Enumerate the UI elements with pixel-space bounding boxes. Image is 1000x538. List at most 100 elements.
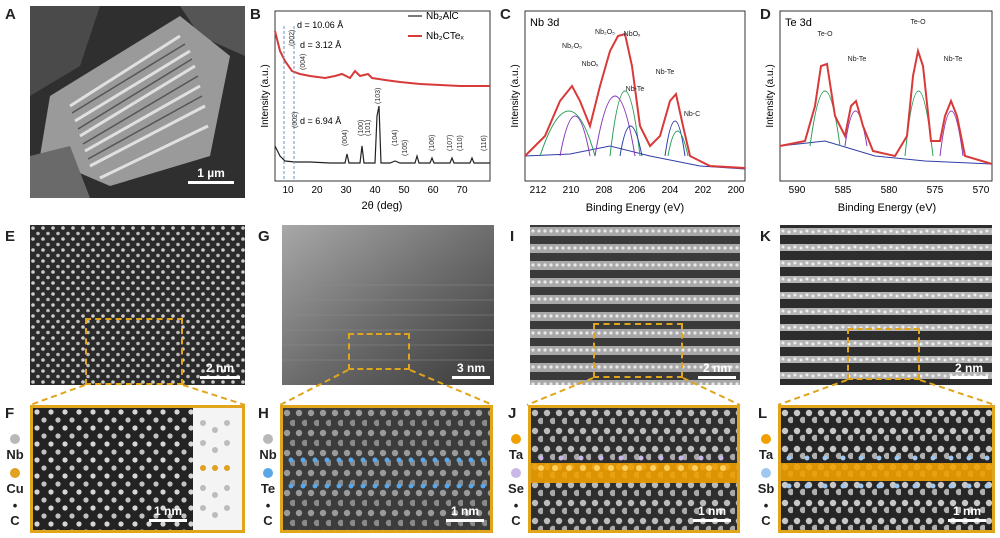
- panel-label-k: K: [760, 228, 771, 245]
- legend-f: Nb Cu • C: [2, 432, 28, 528]
- panel-label-a: A: [5, 6, 16, 23]
- chart-title: Nb 3d: [530, 17, 559, 29]
- legend-label: Ta: [758, 447, 774, 462]
- haadf-zoom-h: 1 nm: [280, 405, 493, 533]
- scale-label-f: 1 nm: [153, 504, 182, 518]
- x-tick: 208: [596, 185, 613, 196]
- legend-label: Sb: [757, 481, 775, 496]
- peak-label: (101): [365, 120, 372, 136]
- scale-label-g: 3 nm: [456, 361, 485, 375]
- peak-annotation: Te-O: [817, 31, 833, 38]
- panel-label-l: L: [758, 405, 768, 422]
- scale-bar-k: 2 nm: [950, 361, 988, 379]
- y-axis-label: Intensity (a.u.): [765, 64, 776, 127]
- peak-label: (103): [375, 88, 382, 104]
- x-tick: 30: [340, 185, 352, 196]
- stem-image-e: 2 nm: [30, 225, 245, 385]
- x-tick: 206: [629, 185, 646, 196]
- x-axis-label: Binding Energy (eV): [586, 202, 684, 214]
- panel-label-e: E: [5, 228, 16, 245]
- d-spacing-3: d = 6.94 Å: [300, 116, 341, 126]
- peak-label: (106): [429, 135, 436, 151]
- legend-label: C: [511, 513, 521, 528]
- legend-label: Nb: [259, 447, 277, 462]
- legend-label: Ta: [508, 447, 524, 462]
- scale-bar-a: 1 µm: [188, 166, 234, 184]
- peak-annotation: Nb₂O₅: [595, 29, 615, 36]
- x-axis-label: 2θ (deg): [362, 200, 403, 212]
- y-axis-label: Intensity (a.u.): [260, 64, 271, 127]
- scale-bar-f: 1 nm: [149, 504, 187, 522]
- scale-label-i: 2 nm: [702, 361, 731, 375]
- peak-label: (116): [481, 135, 488, 151]
- panel-label-g: G: [258, 228, 270, 245]
- peak-label: (002): [289, 30, 296, 46]
- sem-image: 1 µm: [30, 6, 245, 198]
- legend-label: C: [263, 513, 273, 528]
- stem-image-g: 3 nm: [282, 225, 494, 385]
- legend-label: C: [10, 513, 20, 528]
- xrd-chart: d = 10.06 Å d = 3.12 Å d = 6.94 Å (002) …: [260, 10, 491, 212]
- peak-annotation: NbOₓ: [582, 61, 599, 68]
- zoom-region-k: [847, 328, 920, 380]
- peak-label: (004): [300, 54, 307, 70]
- scale-bar-i: 2 nm: [698, 361, 736, 379]
- peak-annotation: Nb-Te: [656, 69, 675, 76]
- stem-image-i: 2 nm: [530, 225, 740, 385]
- atom-cu-icon: [10, 468, 20, 478]
- y-axis-label: Intensity (a.u.): [510, 64, 521, 127]
- x-tick: 590: [789, 185, 806, 196]
- legend-label: Te: [260, 481, 276, 496]
- x-axis-label: Binding Energy (eV): [838, 202, 936, 214]
- zoom-region-i: [593, 323, 683, 378]
- x-tick: 202: [695, 185, 712, 196]
- legend-h: Nb Te • C: [255, 432, 281, 528]
- x-tick: 50: [398, 185, 410, 196]
- x-tick: 580: [881, 185, 898, 196]
- panel-label-f: F: [5, 405, 15, 422]
- scale-bar-j: 1 nm: [693, 504, 731, 522]
- x-tick: 10: [282, 185, 294, 196]
- chart-title: Te 3d: [785, 17, 812, 29]
- xrd-series-nb2ctex: [274, 30, 490, 87]
- x-tick: 585: [835, 185, 852, 196]
- scale-label-h: 1 nm: [450, 504, 479, 518]
- x-tick: 570: [973, 185, 990, 196]
- legend-label: C: [761, 513, 771, 528]
- peak-label: (004): [342, 130, 349, 146]
- atom-nb-icon: [263, 434, 273, 444]
- scale-label-a: 1 µm: [197, 166, 225, 180]
- xps-te3d-chart: Te 3d Te-O Nb-Te Te-O Nb-Te 590 585 580 …: [765, 10, 993, 214]
- peak-label: (107): [447, 135, 454, 151]
- peak-annotation: Nb-C: [684, 111, 700, 118]
- x-tick: 70: [456, 185, 468, 196]
- peak-annotation: Te-O: [910, 19, 926, 26]
- haadf-zoom-l: 1 nm: [778, 405, 995, 533]
- legend-j: Ta Se • C: [503, 432, 529, 528]
- panel-label-c: C: [500, 6, 511, 23]
- zoom-region-g: [348, 333, 410, 370]
- panel-label-h: H: [258, 405, 269, 422]
- atom-te-icon: [263, 468, 273, 478]
- panel-label-d: D: [760, 6, 771, 23]
- d-spacing-2: d = 3.12 Å: [300, 40, 341, 50]
- x-tick: 200: [728, 185, 745, 196]
- x-tick: 20: [311, 185, 323, 196]
- stem-image-k: 2 nm: [780, 225, 992, 385]
- legend-nb2alc: Nb₂AlC: [426, 11, 459, 22]
- peak-label: (110): [457, 135, 464, 151]
- zoom-region-e: [85, 318, 183, 385]
- atom-se-icon: [511, 468, 521, 478]
- x-tick: 60: [427, 185, 439, 196]
- x-tick: 40: [369, 185, 381, 196]
- legend-label: Se: [508, 481, 524, 496]
- scale-bar-l: 1 nm: [948, 504, 986, 522]
- legend-l: Ta Sb • C: [753, 432, 779, 528]
- peak-annotation: Nb-Te: [626, 86, 645, 93]
- scale-bar-g: 3 nm: [452, 361, 490, 379]
- xps-envelope: [779, 47, 993, 165]
- scale-label-k: 2 nm: [954, 361, 983, 375]
- peak-label: (104): [392, 130, 399, 146]
- d-spacing-1: d = 10.06 Å: [297, 20, 343, 30]
- peak-annotation: Nb₂O₅: [562, 43, 582, 50]
